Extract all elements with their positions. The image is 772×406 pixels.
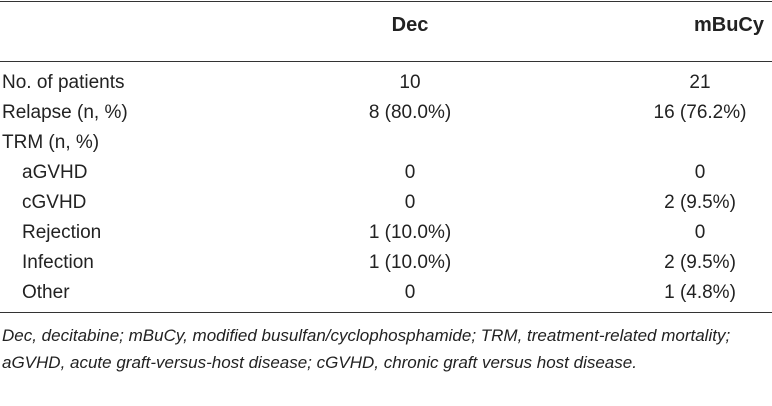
row-label: Rejection	[22, 222, 102, 243]
row-label: Relapse (n, %)	[2, 102, 128, 123]
cell-dec: 0	[404, 192, 416, 213]
cell-dec: 10	[399, 72, 421, 93]
cell-dec: 0	[404, 282, 416, 303]
row-label: Other	[22, 282, 70, 303]
cell-mbucy: 0	[694, 222, 706, 243]
cell-mbucy: 1 (4.8%)	[664, 282, 736, 303]
table-header-row: Dec mBuCy	[0, 14, 772, 44]
table-row: Relapse (n, %) 8 (80.0%) 16 (76.2%)	[0, 98, 772, 128]
table-header-rule	[0, 61, 772, 62]
table-bottom-rule	[0, 312, 772, 313]
table-body: No. of patients 10 21 Relapse (n, %) 8 (…	[0, 68, 772, 308]
row-label: Infection	[22, 252, 94, 273]
table-row: Rejection 1 (10.0%) 0	[0, 218, 772, 248]
cell-dec: 1 (10.0%)	[368, 252, 452, 273]
table-row: TRM (n, %)	[0, 128, 772, 158]
cell-mbucy: 2 (9.5%)	[664, 252, 736, 273]
cell-dec: 0	[404, 162, 416, 183]
cell-mbucy: 0	[694, 162, 706, 183]
column-header-dec: Dec	[391, 14, 429, 36]
row-label: aGVHD	[22, 162, 88, 183]
cell-mbucy: 16 (76.2%)	[653, 102, 747, 123]
cell-dec: 8 (80.0%)	[368, 102, 452, 123]
table-footnote: Dec, decitabine; mBuCy, modified busulfa…	[2, 326, 731, 372]
table-row: aGVHD 0 0	[0, 158, 772, 188]
row-label: No. of patients	[2, 72, 125, 93]
column-header-mbucy: mBuCy	[693, 14, 764, 36]
table-row: Other 0 1 (4.8%)	[0, 278, 772, 308]
row-label: cGVHD	[22, 192, 87, 213]
cell-mbucy: 2 (9.5%)	[664, 192, 736, 213]
row-label: TRM (n, %)	[2, 132, 100, 153]
table-top-rule	[0, 1, 772, 2]
cell-mbucy: 21	[689, 72, 711, 93]
table-row: No. of patients 10 21	[0, 68, 772, 98]
cell-dec: 1 (10.0%)	[368, 222, 452, 243]
table-row: cGVHD 0 2 (9.5%)	[0, 188, 772, 218]
table-row: Infection 1 (10.0%) 2 (9.5%)	[0, 248, 772, 278]
